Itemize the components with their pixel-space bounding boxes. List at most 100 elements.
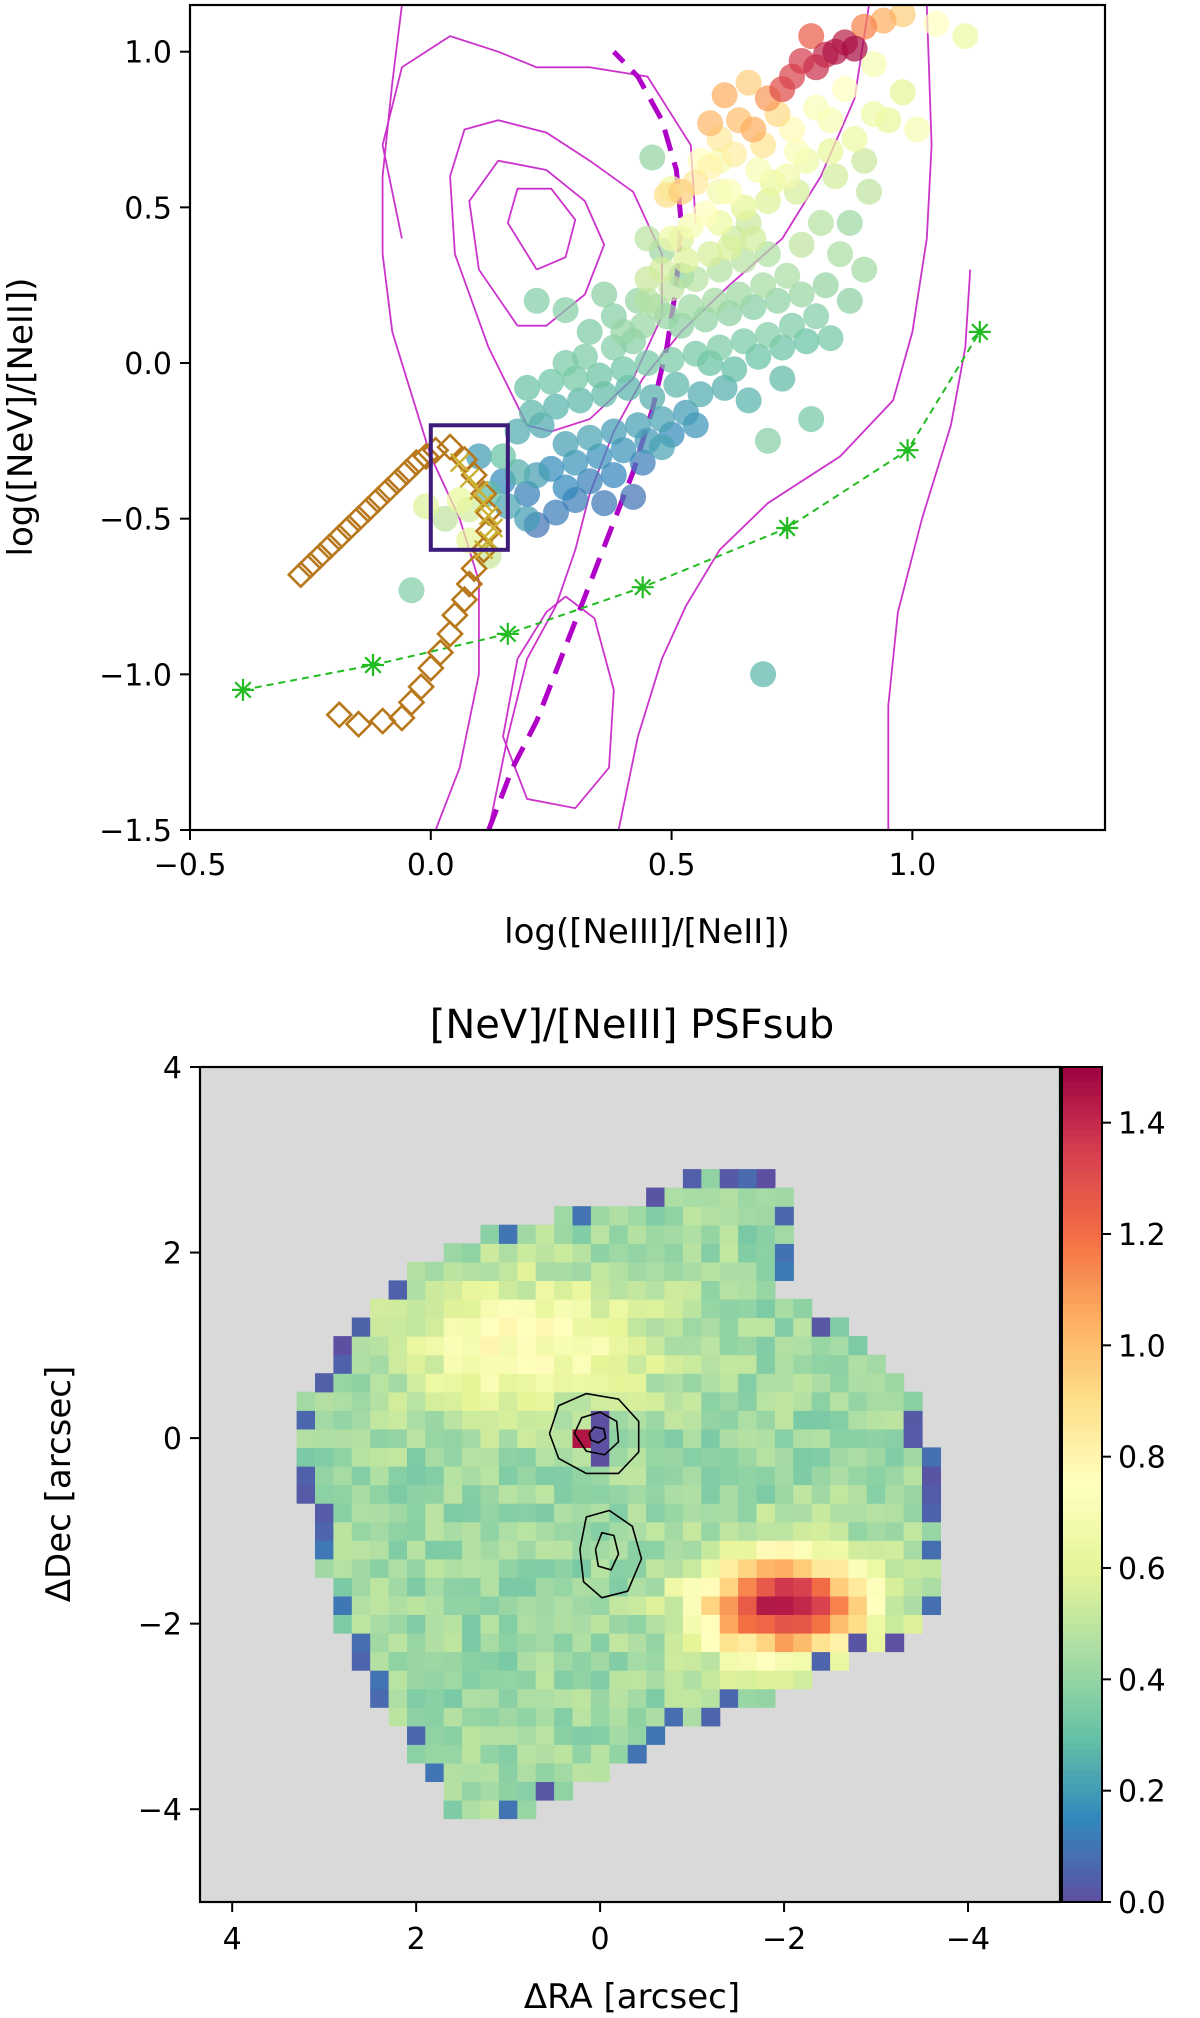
- scatter-point-31: [504, 418, 531, 445]
- map-pixel-494: [627, 1224, 647, 1244]
- map-pixel-599: [701, 1447, 721, 1467]
- map-pixel-293: [517, 1540, 537, 1560]
- map-pixel-338: [535, 1280, 555, 1300]
- map-pixel-742: [793, 1410, 813, 1430]
- map-pixel-126: [425, 1744, 445, 1764]
- map-pixel-538: [664, 1484, 684, 1504]
- map-pixel-368: [554, 1298, 574, 1319]
- map-pixel-753: [811, 1577, 831, 1597]
- map-pixel-251: [498, 1725, 518, 1745]
- map-pixel-59: [370, 1558, 390, 1578]
- map-pixel-745: [793, 1354, 813, 1374]
- map-pixel-9: [315, 1503, 334, 1523]
- map-pixel-699: [756, 1206, 776, 1226]
- map-pixel-788: [848, 1614, 868, 1634]
- colorbar-segment-104: [1062, 1171, 1102, 1179]
- map-pixel-213: [462, 1261, 482, 1281]
- map-pixel-140: [425, 1484, 445, 1504]
- map-pixel-316: [535, 1688, 555, 1708]
- colorbar-tick-label-3: 0.6: [1118, 1552, 1166, 1587]
- map-pixel-680: [756, 1558, 776, 1578]
- map-pixel-708: [774, 1558, 794, 1578]
- map-pixel-652: [738, 1540, 758, 1560]
- map-pixel-431: [590, 1280, 610, 1300]
- map-pixel-390: [572, 1465, 592, 1486]
- map-pixel-490: [627, 1298, 647, 1319]
- scatter-point-166: [668, 178, 695, 205]
- map-pixel-278: [498, 1224, 518, 1244]
- diamond-marker-4: [325, 523, 354, 552]
- top-x-tick-label-0: −0.5: [154, 848, 227, 883]
- map-pixel-834: [885, 1373, 905, 1393]
- map-pixel-751: [811, 1614, 831, 1634]
- colorbar-segment-75: [1062, 1373, 1102, 1381]
- map-pixel-456: [609, 1373, 629, 1393]
- colorbar-segment-31: [1062, 1679, 1102, 1687]
- map-pixel-565: [682, 1521, 702, 1541]
- scatter-point-155: [831, 76, 858, 103]
- map-pixel-206: [462, 1391, 482, 1411]
- scatter-point-92: [677, 294, 704, 320]
- colorbar-segment-50: [1062, 1547, 1102, 1555]
- map-pixel-509: [646, 1484, 666, 1504]
- scatter-point-174: [851, 13, 878, 40]
- colorbar-segment-80: [1062, 1338, 1102, 1346]
- scatter-point-23: [552, 431, 579, 457]
- colorbar-segment-53: [1062, 1526, 1102, 1534]
- map-pixel-693: [756, 1317, 776, 1337]
- scatter-point-61: [658, 346, 685, 373]
- map-pixel-198: [462, 1540, 482, 1560]
- map-pixel-11: [315, 1465, 334, 1486]
- map-pixel-285: [517, 1688, 537, 1708]
- map-pixel-108: [407, 1558, 426, 1578]
- map-pixel-794: [848, 1503, 868, 1523]
- map-pixel-782: [830, 1391, 850, 1411]
- top-x-tick-label-1: 0.0: [407, 848, 455, 883]
- bottom-y-tick-label-2: 0: [163, 1422, 182, 1457]
- colorbar-segment-3: [1062, 1874, 1102, 1882]
- colorbar-segment-42: [1062, 1602, 1102, 1611]
- map-pixel-574: [682, 1354, 702, 1374]
- diamond-marker-31: [388, 704, 416, 732]
- map-pixel-314: [535, 1725, 555, 1745]
- map-pixel-796: [848, 1465, 868, 1486]
- map-pixel-382: [572, 1614, 592, 1634]
- colorbar-segment-44: [1062, 1588, 1102, 1597]
- map-pixel-696: [756, 1261, 776, 1281]
- map-pixel-276: [498, 1261, 518, 1281]
- map-pixel-407: [590, 1725, 610, 1745]
- map-pixel-530: [664, 1632, 684, 1653]
- map-pixel-734: [793, 1558, 813, 1578]
- map-pixel-93: [388, 1354, 408, 1374]
- colorbar-segment-106: [1062, 1157, 1102, 1166]
- map-pixel-46: [351, 1410, 371, 1430]
- map-pixel-272: [498, 1336, 518, 1356]
- map-pixel-214: [462, 1243, 482, 1263]
- colorbar-segment-14: [1062, 1797, 1102, 1806]
- map-pixel-39: [351, 1540, 371, 1560]
- map-pixel-551: [664, 1243, 684, 1263]
- colorbar-segment-59: [1062, 1484, 1102, 1493]
- map-pixel-587: [701, 1670, 721, 1690]
- map-pixel-27: [333, 1428, 353, 1448]
- colorbar-segment-28: [1062, 1700, 1102, 1708]
- map-pixel-470: [627, 1670, 647, 1690]
- map-pixel-221: [480, 1688, 500, 1708]
- map-pixel-795: [848, 1484, 868, 1504]
- map-pixel-466: [627, 1744, 647, 1764]
- map-pixel-300: [517, 1410, 537, 1430]
- map-pixel-31: [333, 1354, 353, 1374]
- asterisk-marker-3: [631, 576, 654, 599]
- map-pixel-110: [407, 1521, 426, 1541]
- colorbar-segment-47: [1062, 1568, 1102, 1576]
- map-pixel-233: [480, 1465, 500, 1486]
- map-pixel-155: [443, 1762, 463, 1782]
- scatter-point-53: [610, 356, 637, 383]
- diamond-marker-2: [306, 542, 334, 570]
- map-pixel-573: [682, 1373, 702, 1393]
- map-pixel-22: [333, 1521, 353, 1541]
- map-pixel-378: [572, 1688, 592, 1708]
- map-pixel-297: [517, 1465, 537, 1486]
- map-pixel-161: [443, 1651, 463, 1671]
- map-pixel-58: [370, 1577, 390, 1597]
